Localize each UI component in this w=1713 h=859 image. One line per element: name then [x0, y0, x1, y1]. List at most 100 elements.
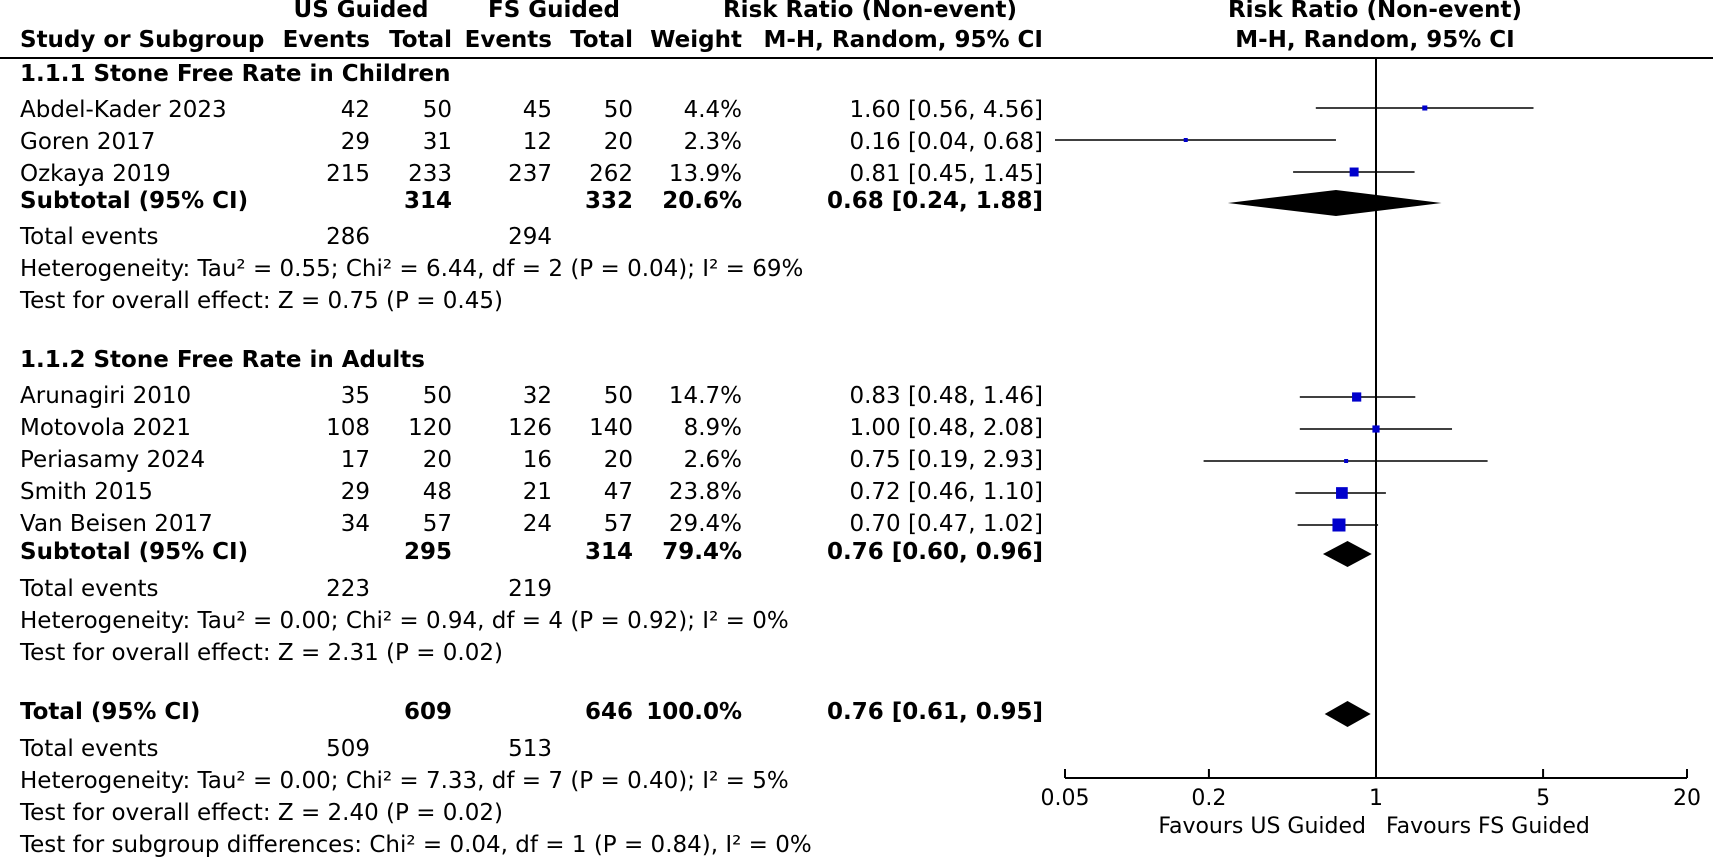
risk-ratio-ci: 0.70 [0.47, 1.02]	[849, 511, 1043, 537]
total-us: 609	[403, 699, 452, 725]
study-marker	[1349, 167, 1359, 177]
total-us: 20	[422, 447, 452, 473]
total-events-label: Total events	[20, 576, 159, 602]
x-tick-label: 0.05	[1041, 786, 1090, 811]
study-marker	[1422, 105, 1428, 111]
total-events-label: Total events	[20, 224, 159, 250]
events-fs: 16	[522, 447, 552, 473]
subtotal-label: Subtotal (95% CI)	[20, 539, 249, 565]
total-us: 50	[422, 97, 452, 123]
subgroup-title: 1.1.1 Stone Free Rate in Children	[20, 61, 451, 87]
study-marker	[1352, 392, 1362, 402]
study-marker	[1336, 487, 1348, 499]
col-events1-header: Events	[282, 27, 370, 53]
subgroup-differences-stats: Test for subgroup differences: Chi² = 0.…	[20, 832, 812, 858]
weight: 2.6%	[683, 447, 742, 473]
risk-ratio-ci: 0.72 [0.46, 1.10]	[849, 479, 1043, 505]
overall-effect-stats: Test for overall effect: Z = 2.31 (P = 0…	[20, 640, 503, 666]
risk-ratio-ci: 0.16 [0.04, 0.68]	[849, 129, 1043, 155]
total-fs: 50	[603, 97, 633, 123]
favours-right-label: Favours FS Guided	[1386, 814, 1590, 839]
col-study-header: Study or Subgroup	[20, 27, 265, 53]
events-fs: 45	[522, 97, 552, 123]
events-fs: 12	[522, 129, 552, 155]
events-fs: 32	[522, 383, 552, 409]
total-us: 120	[408, 415, 452, 441]
weight: 4.4%	[683, 97, 742, 123]
favours-left-label: Favours US Guided	[1158, 814, 1366, 839]
total-events-us: 509	[326, 736, 370, 762]
weight: 23.8%	[668, 479, 742, 505]
total-fs: 20	[603, 129, 633, 155]
total-fs: 646	[584, 699, 633, 725]
study-marker	[1372, 425, 1380, 433]
group1-header: US Guided	[293, 0, 429, 23]
risk-ratio-ci: 0.83 [0.48, 1.46]	[849, 383, 1043, 409]
x-tick-label: 5	[1536, 786, 1550, 811]
events-us: 108	[326, 415, 370, 441]
study-name: Smith 2015	[20, 479, 153, 505]
group2-header: FS Guided	[488, 0, 620, 23]
total-weight: 100.0%	[646, 699, 742, 725]
total-us: 233	[408, 161, 452, 187]
header-rule	[0, 57, 1713, 59]
events-us: 42	[340, 97, 370, 123]
events-us: 29	[340, 479, 370, 505]
subtotal-label: Subtotal (95% CI)	[20, 188, 249, 214]
heterogeneity-stats: Heterogeneity: Tau² = 0.00; Chi² = 7.33,…	[20, 768, 789, 794]
study-marker	[1183, 138, 1188, 142]
risk-ratio-ci: 1.00 [0.48, 2.08]	[849, 415, 1043, 441]
risk-ratio-ci: 0.81 [0.45, 1.45]	[849, 161, 1043, 187]
weight: 29.4%	[668, 511, 742, 537]
study-marker	[1344, 459, 1349, 463]
subtotal-ci: 0.76 [0.60, 0.96]	[826, 539, 1043, 565]
col-events2-header: Events	[464, 27, 552, 53]
overall-effect-stats: Test for overall effect: Z = 2.40 (P = 0…	[20, 800, 503, 826]
total-us: 57	[422, 511, 452, 537]
weight: 2.3%	[683, 129, 742, 155]
events-fs: 126	[508, 415, 552, 441]
study-name: Periasamy 2024	[20, 447, 206, 473]
total-fs: 20	[603, 447, 633, 473]
events-us: 215	[326, 161, 370, 187]
weight: 14.7%	[668, 383, 742, 409]
events-fs: 21	[522, 479, 552, 505]
overall-effect-stats: Test for overall effect: Z = 0.75 (P = 0…	[20, 288, 503, 314]
events-us: 29	[340, 129, 370, 155]
pooled-diamond	[1324, 701, 1371, 727]
events-fs: 237	[508, 161, 552, 187]
subgroup-title: 1.1.2 Stone Free Rate in Adults	[20, 347, 425, 373]
col-total2-header: Total	[570, 27, 633, 53]
events-us: 35	[340, 383, 370, 409]
study-name: Arunagiri 2010	[20, 383, 192, 409]
col-weight-header: Weight	[650, 27, 742, 53]
total-label: Total (95% CI)	[20, 699, 201, 725]
total-fs: 140	[589, 415, 633, 441]
study-name: Motovola 2021	[20, 415, 192, 441]
rr-table-title: Risk Ratio (Non-event)	[722, 0, 1018, 23]
subtotal-total-us: 295	[403, 539, 452, 565]
x-tick-label: 0.2	[1191, 786, 1226, 811]
study-marker	[1332, 518, 1346, 532]
study-name: Ozkaya 2019	[20, 161, 171, 187]
total-fs: 57	[603, 511, 633, 537]
total-fs: 47	[603, 479, 633, 505]
total-events-fs: 219	[508, 576, 552, 602]
total-us: 50	[422, 383, 452, 409]
total-fs: 50	[603, 383, 633, 409]
col-total1-header: Total	[389, 27, 452, 53]
subtotal-total-fs: 314	[584, 539, 633, 565]
x-tick-label: 20	[1673, 786, 1701, 811]
subtotal-total-fs: 332	[584, 188, 633, 214]
events-us: 17	[340, 447, 370, 473]
subtotal-total-us: 314	[403, 188, 452, 214]
plot-method-header: M-H, Random, 95% CI	[1235, 27, 1515, 53]
events-us: 34	[340, 511, 370, 537]
total-events-fs: 294	[508, 224, 552, 250]
study-name: Goren 2017	[20, 129, 156, 155]
total-events-label: Total events	[20, 736, 159, 762]
subtotal-weight: 79.4%	[662, 539, 742, 565]
col-rr-method-header: M-H, Random, 95% CI	[763, 27, 1043, 53]
subtotal-ci: 0.68 [0.24, 1.88]	[826, 188, 1043, 214]
